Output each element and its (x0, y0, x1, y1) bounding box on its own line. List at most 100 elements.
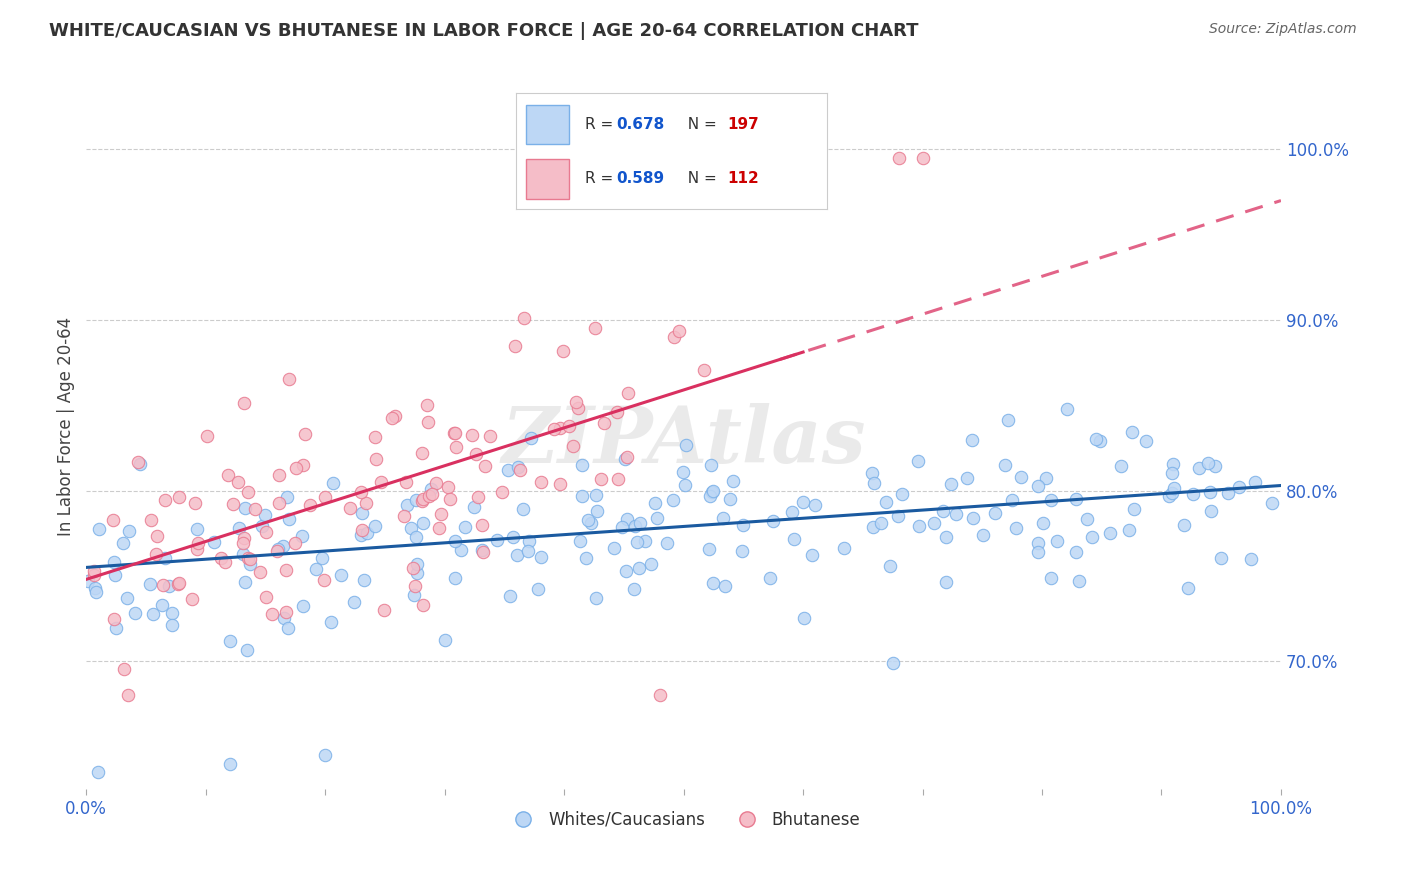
Point (128, 457, 150, 471)
Point (606, 472, 628, 486)
Point (869, 516, 891, 530)
Point (167, 491, 190, 505)
Point (616, 450, 638, 464)
Point (1118, 523, 1140, 537)
Point (1163, 481, 1185, 495)
Point (83, 567, 105, 582)
Point (513, 310, 536, 325)
Point (274, 563, 297, 577)
Point (153, 550, 176, 565)
Point (150, 598, 173, 612)
Point (1001, 493, 1024, 508)
Point (585, 488, 607, 502)
Point (962, 511, 984, 525)
Point (235, 500, 257, 515)
Point (1243, 475, 1265, 489)
Point (412, 598, 434, 612)
Point (593, 417, 616, 431)
Point (1188, 460, 1211, 475)
Point (467, 490, 489, 504)
Point (167, 575, 190, 590)
Point (266, 542, 288, 557)
Point (405, 493, 427, 508)
Point (1197, 456, 1219, 470)
Point (1085, 432, 1108, 446)
Y-axis label: In Labor Force | Age 20-64: In Labor Force | Age 20-64 (58, 317, 75, 536)
Point (945, 507, 967, 521)
Point (1026, 478, 1049, 492)
Point (576, 513, 599, 527)
Point (891, 486, 914, 500)
Point (801, 548, 824, 562)
Point (430, 507, 453, 521)
Point (292, 599, 315, 614)
Point (384, 409, 406, 423)
Point (145, 547, 167, 561)
Point (662, 330, 685, 344)
Point (277, 621, 299, 635)
Point (793, 611, 815, 625)
Point (591, 472, 613, 486)
Point (1040, 493, 1063, 508)
Point (105, 621, 128, 635)
Point (1032, 516, 1054, 531)
Point (217, 467, 239, 482)
Point (232, 548, 254, 562)
Point (1026, 536, 1049, 550)
Point (699, 489, 721, 503)
Point (166, 577, 188, 591)
Point (562, 439, 585, 453)
Point (661, 493, 683, 508)
Point (411, 446, 433, 460)
Point (373, 603, 395, 617)
Point (583, 321, 606, 335)
Point (446, 440, 468, 454)
Point (402, 588, 425, 602)
Point (157, 579, 180, 593)
Point (162, 606, 184, 620)
Point (330, 567, 353, 582)
Point (506, 548, 529, 562)
Point (783, 532, 806, 546)
Point (509, 463, 531, 477)
Point (1173, 518, 1195, 533)
Point (314, 748, 336, 763)
Point (862, 520, 884, 534)
Point (567, 401, 589, 416)
Point (180, 592, 202, 607)
Point (139, 577, 162, 591)
Point (628, 561, 651, 575)
Point (104, 567, 127, 582)
Point (792, 494, 814, 508)
Point (232, 536, 254, 550)
Point (233, 396, 256, 410)
Point (997, 413, 1019, 427)
Point (1201, 504, 1223, 518)
Point (648, 689, 671, 703)
Point (496, 463, 519, 477)
Point (420, 486, 443, 500)
Point (139, 512, 162, 526)
Point (443, 426, 465, 441)
Point (1204, 459, 1226, 474)
Point (228, 521, 250, 535)
Point (610, 520, 633, 534)
Point (292, 458, 315, 473)
Point (1240, 552, 1263, 566)
Point (350, 506, 373, 520)
Point (187, 536, 209, 550)
Point (395, 498, 418, 512)
Point (645, 511, 668, 525)
Point (218, 756, 240, 771)
Point (115, 591, 138, 605)
Point (887, 151, 910, 165)
Point (284, 535, 307, 549)
Point (370, 475, 392, 490)
Point (427, 521, 450, 535)
Point (1211, 550, 1233, 565)
Point (444, 534, 467, 549)
Point (463, 500, 485, 514)
Point (160, 617, 183, 632)
Point (972, 528, 994, 542)
Point (411, 494, 433, 508)
